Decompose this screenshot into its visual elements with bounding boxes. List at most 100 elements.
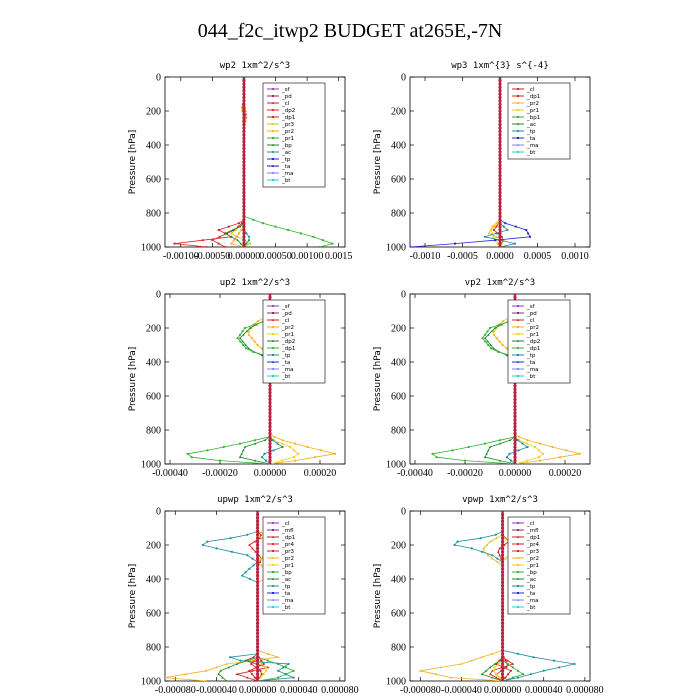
series-point [227, 225, 230, 228]
legend-marker [271, 521, 275, 525]
series-point [252, 564, 255, 567]
series-point [451, 449, 454, 452]
series-point [242, 191, 246, 195]
series-point [271, 439, 274, 442]
series-point [485, 543, 489, 546]
legend-entry: _pr3 [281, 549, 295, 555]
series-point [230, 550, 233, 553]
x-tick-label: 0.000040 [280, 685, 318, 696]
series-point [225, 662, 228, 665]
series-point [498, 78, 502, 82]
series-point [498, 201, 502, 205]
series-point [500, 550, 505, 554]
chart-svg: up2 1xm^2/s^3 Pressure [hPa] 0 200 400 600 800… [128, 278, 346, 479]
legend-marker [516, 101, 520, 104]
series-point [483, 333, 487, 336]
series-point [495, 337, 498, 340]
x-tick-label: 0.00020 [549, 468, 582, 479]
legend-marker [517, 95, 519, 97]
y-tick-label: 600 [391, 392, 406, 403]
series-point [480, 655, 484, 659]
x-tick-label: -0.00020 [447, 468, 483, 479]
series-point [255, 536, 260, 540]
series-point [500, 669, 505, 673]
series-point [498, 228, 502, 232]
series-point [255, 645, 260, 649]
legend-entry: _pr1 [281, 332, 294, 338]
legend: _sf_pd_cl_pr2_pr1_dp2_dp1_tp_ta_ma_bt [507, 299, 571, 384]
series-point [498, 160, 502, 164]
series-point [255, 577, 260, 581]
series-point [500, 591, 505, 595]
x-tick-label: 0.000040 [525, 685, 563, 696]
legend-entry: _bt [281, 374, 291, 380]
x-tick-label: 0.00020 [304, 468, 337, 479]
series-point [265, 459, 267, 462]
x-tick-label: -0.00020 [202, 468, 238, 479]
legend-marker [517, 529, 519, 531]
x-tick-label: -0.00050 [194, 251, 230, 262]
series-point [282, 666, 285, 669]
series-point [513, 294, 517, 296]
series-point [500, 560, 505, 564]
series-point [268, 448, 272, 452]
legend-entry: _bp [281, 143, 292, 149]
legend-entry: _bp [526, 570, 537, 576]
series-point [479, 537, 482, 540]
series-point [260, 537, 263, 540]
legend-marker [516, 87, 520, 91]
series-point [453, 543, 456, 547]
series-point [498, 442, 502, 445]
series-point [516, 676, 520, 679]
series-point [500, 611, 505, 615]
series-point [218, 235, 221, 238]
y-axis-label: Pressure [hPa] [128, 564, 138, 629]
series-point [493, 662, 497, 665]
series-point [242, 123, 246, 127]
y-axis-label: Pressure [hPa] [128, 347, 138, 412]
legend-entry: _ta [526, 591, 535, 597]
series-point [516, 439, 519, 442]
series-point [238, 455, 242, 459]
series-point [467, 445, 470, 449]
series-point [320, 449, 323, 452]
series-point [492, 669, 495, 672]
series-point [218, 459, 222, 462]
series-point [313, 456, 317, 459]
series-point [243, 326, 247, 330]
series-point [242, 146, 246, 150]
series-point [501, 343, 504, 347]
series-point [513, 455, 517, 459]
series-point [498, 143, 502, 147]
series-point [293, 459, 297, 462]
legend-entry: _ac [281, 577, 291, 583]
series-point [293, 442, 297, 445]
series-point [318, 246, 321, 247]
series-point [255, 567, 260, 571]
legend-entry: _dp2 [281, 108, 295, 114]
series-point [500, 546, 505, 550]
series-point [498, 167, 502, 171]
series-point [486, 330, 489, 333]
series-point [573, 662, 576, 666]
series-point [498, 191, 502, 195]
series-point [299, 232, 302, 235]
series-point [245, 330, 248, 333]
series-point [277, 676, 280, 679]
chart-title: wp3 1xm^{3} s^{-4} [451, 61, 549, 71]
series-point [255, 516, 260, 520]
series-point [491, 676, 494, 679]
series-point [538, 449, 540, 452]
series-point [266, 659, 269, 662]
series-point [268, 438, 272, 442]
series-point [246, 554, 249, 557]
chart-svg: upwp 1xm^2/s^3 Pressure [hPa] 0 200 400 600 80… [128, 495, 359, 696]
legend-marker [272, 333, 274, 335]
series-point [470, 547, 473, 550]
series-point [495, 221, 498, 225]
series-point [513, 384, 517, 388]
legend: _cl_dp1_pr2_pr1_bp1_ac_tp_ta_ma_bt [507, 82, 571, 160]
series-point [242, 225, 246, 229]
series-point [506, 456, 508, 459]
series-point [247, 333, 251, 336]
